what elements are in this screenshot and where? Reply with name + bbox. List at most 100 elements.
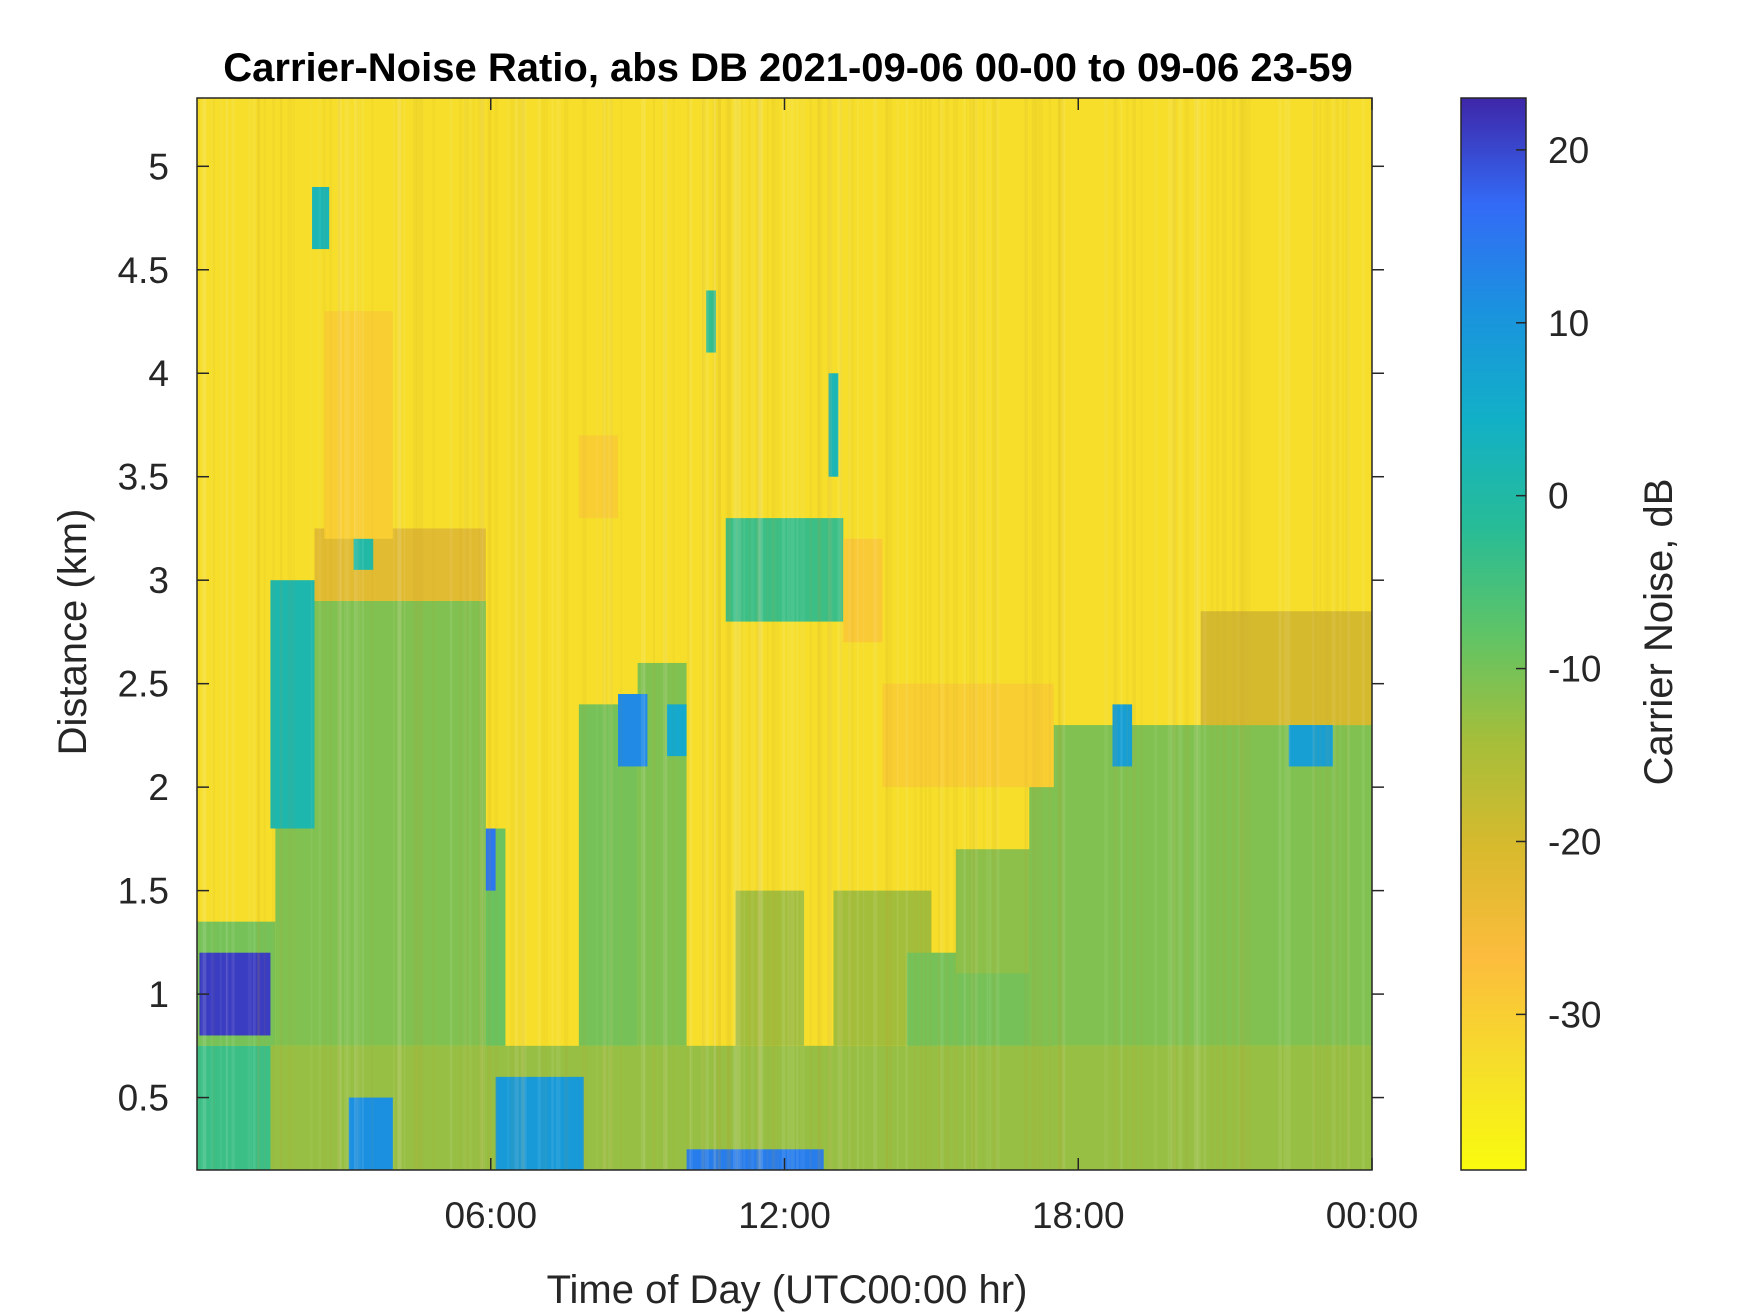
heatmap-streak xyxy=(358,98,361,1170)
heatmap-streak xyxy=(827,98,832,1170)
heatmap-streak xyxy=(689,98,691,1170)
heatmap-streak xyxy=(247,98,252,1170)
heatmap-streak xyxy=(1193,98,1198,1170)
heatmap-streak xyxy=(1170,98,1176,1170)
heatmap-streak xyxy=(272,98,275,1170)
heatmap-streak xyxy=(856,98,859,1170)
heatmap-streak xyxy=(941,98,945,1170)
heatmap-cell-27 xyxy=(725,518,844,622)
heatmap-streak xyxy=(969,98,975,1170)
y-tick-label: 5 xyxy=(148,146,169,187)
y-tick-label: 1.5 xyxy=(118,871,169,912)
heatmap-streak xyxy=(354,98,356,1170)
heatmap-streak xyxy=(817,98,823,1170)
x-axis-label: Time of Day (UTC00:00 hr) xyxy=(547,1268,1028,1312)
heatmap-streak xyxy=(862,98,865,1170)
heatmap-streak xyxy=(361,98,364,1170)
heatmap-streak xyxy=(1058,98,1060,1170)
heatmap-streak xyxy=(279,98,282,1170)
heatmap-streak xyxy=(662,98,668,1170)
heatmap-streak xyxy=(1347,98,1349,1170)
heatmap-streak xyxy=(873,98,878,1170)
heatmap-streak xyxy=(965,98,967,1170)
heatmap-streak xyxy=(725,98,731,1170)
heatmap-streak xyxy=(343,98,349,1170)
heatmap-streak xyxy=(310,98,313,1170)
heatmap-cell-2 xyxy=(199,952,271,1036)
heatmap-streak xyxy=(1324,98,1328,1170)
heatmap-streak xyxy=(397,98,403,1170)
y-tick-label: 0.5 xyxy=(118,1078,169,1119)
plot-area xyxy=(196,97,1373,1171)
heatmap-streak xyxy=(733,98,738,1170)
x-axis: 06:00 12:00 18:00 00:00 xyxy=(444,98,1418,1236)
heatmap-streak xyxy=(472,98,475,1170)
heatmap-cell-4 xyxy=(314,600,486,1046)
heatmap-streak xyxy=(564,98,569,1170)
heatmap-streak xyxy=(1039,98,1043,1170)
heatmap-streak xyxy=(766,98,769,1170)
heatmap-streak xyxy=(488,98,492,1170)
heatmap-streak xyxy=(743,98,746,1170)
heatmap-streak xyxy=(482,98,486,1170)
heatmap-streak xyxy=(602,98,606,1170)
y-tick-label: 4 xyxy=(148,353,169,394)
heatmap-streak xyxy=(995,98,1000,1170)
heatmap-streak xyxy=(606,98,608,1170)
heatmap-streak xyxy=(809,98,812,1170)
heatmap-streak xyxy=(1347,98,1350,1170)
heatmap-streak xyxy=(672,98,675,1170)
heatmap-cell-14 xyxy=(1200,611,1372,726)
heatmap-streak xyxy=(404,98,406,1170)
heatmap-streak xyxy=(905,98,909,1170)
heatmap-streak xyxy=(1232,98,1236,1170)
heatmap-streak xyxy=(713,98,716,1170)
heatmap-streak xyxy=(322,98,326,1170)
heatmap-streak xyxy=(1332,98,1337,1170)
heatmap-streak xyxy=(1313,98,1318,1170)
heatmap-cell-26 xyxy=(828,373,839,477)
heatmap-streak xyxy=(287,98,293,1170)
y-axis: 0.5 1 1.5 2 2.5 3 3.5 4 4.5 5 xyxy=(118,146,1384,1119)
heatmap-streak xyxy=(1104,98,1109,1170)
heatmap-streak xyxy=(225,98,228,1170)
heatmap-streak xyxy=(337,98,342,1170)
heatmap-streak xyxy=(924,98,927,1170)
heatmap-streak xyxy=(201,98,207,1170)
heatmap-streak xyxy=(817,98,821,1170)
heatmap-streak xyxy=(542,98,548,1170)
heatmap-streak xyxy=(828,98,833,1170)
heatmap-streak xyxy=(463,98,467,1170)
heatmap-streak xyxy=(202,98,207,1170)
y-tick-label: 1 xyxy=(148,974,169,1015)
heatmap-cell-30 xyxy=(324,311,393,539)
heatmap-streak xyxy=(937,98,941,1170)
heatmap-streak xyxy=(555,98,561,1170)
heatmap-streak xyxy=(758,98,763,1170)
heatmap-streak xyxy=(1024,98,1026,1170)
heatmap-streak xyxy=(525,98,527,1170)
heatmap-cell-28 xyxy=(1112,704,1133,767)
heatmap-streak xyxy=(737,98,742,1170)
heatmap-streak xyxy=(640,98,646,1170)
heatmap-streak xyxy=(582,98,586,1170)
colorbar-ticks: 20 10 0 -10 -20 -30 xyxy=(1516,130,1601,1035)
heatmap-streak xyxy=(219,98,222,1170)
colorbar: 20 10 0 -10 -20 -30 xyxy=(1460,97,1601,1171)
heatmap-streak xyxy=(940,98,942,1170)
heatmap-streak xyxy=(643,98,646,1170)
heatmap-streak xyxy=(750,98,755,1170)
heatmap-streak xyxy=(432,98,436,1170)
heatmap-streak xyxy=(1048,98,1052,1170)
heatmap-streak xyxy=(1154,98,1158,1170)
heatmap-streak xyxy=(479,98,483,1170)
heatmap-streak xyxy=(1203,98,1207,1170)
heatmap-cell-31 xyxy=(578,435,619,519)
heatmap-streak xyxy=(318,98,322,1170)
heatmap-streak xyxy=(449,98,453,1170)
heatmap-streak xyxy=(459,98,462,1170)
heatmap-streak xyxy=(755,98,760,1170)
heatmap-streak xyxy=(231,98,235,1170)
heatmap-streak xyxy=(1196,98,1201,1170)
heatmap-streak xyxy=(479,98,485,1170)
